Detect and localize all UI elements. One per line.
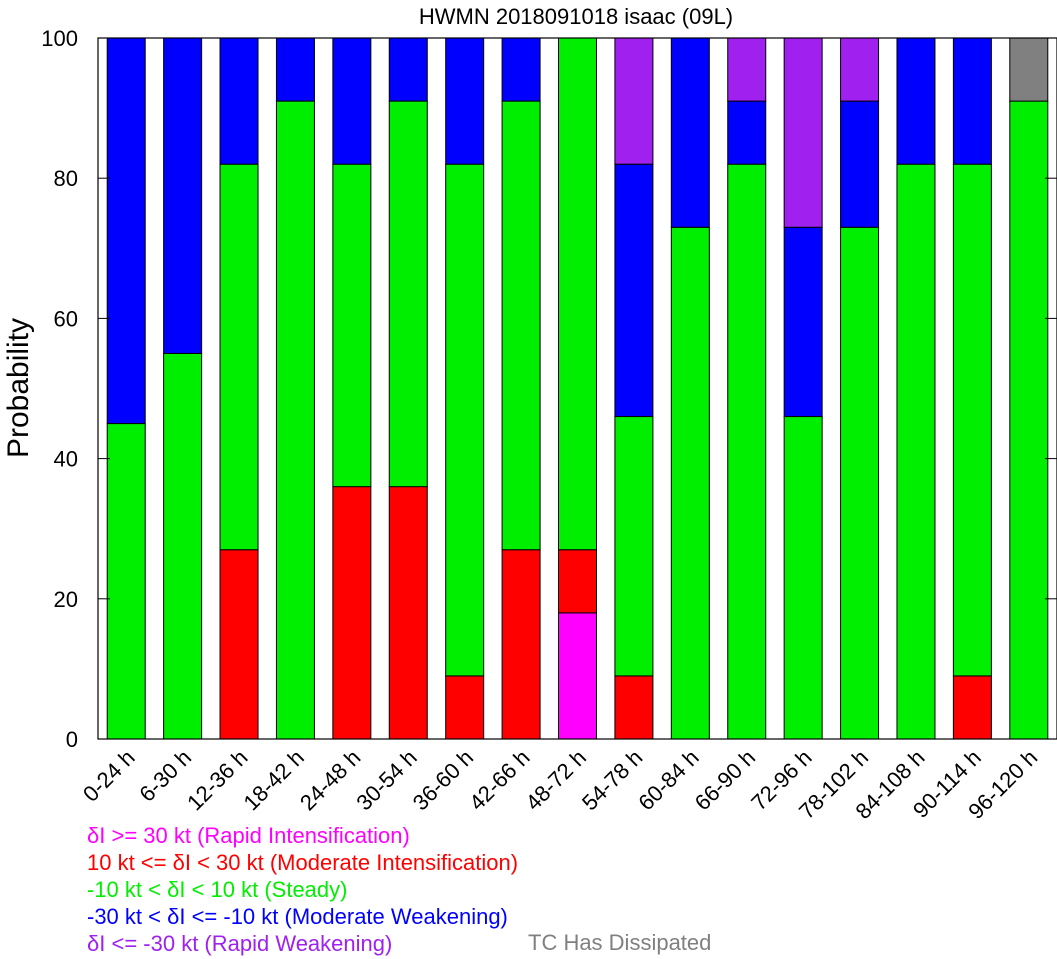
x-tick-label: 30-54 h bbox=[351, 745, 421, 815]
bar-segment-moderate-weakening bbox=[614, 163, 654, 418]
x-tick-label: 0-24 h bbox=[78, 745, 140, 807]
bar-segment-steady bbox=[275, 100, 315, 740]
bar-segment-steady bbox=[332, 163, 372, 488]
bar-segment-moderate-intensification bbox=[558, 549, 597, 614]
x-tick-label: 48-72 h bbox=[521, 745, 591, 815]
y-tick-label: 60 bbox=[54, 306, 78, 331]
bar-segment-moderate-weakening bbox=[106, 37, 146, 425]
x-tick-label: 12-36 h bbox=[182, 745, 252, 815]
x-tick-label: 66-90 h bbox=[690, 745, 760, 815]
bar-segment-moderate-weakening bbox=[501, 37, 541, 102]
bar-segment-steady bbox=[1009, 100, 1049, 740]
y-tick-label: 100 bbox=[41, 26, 78, 51]
x-tick-label: 54-78 h bbox=[577, 745, 647, 815]
bar-segment-moderate-weakening bbox=[163, 37, 203, 354]
bar-segment-moderate-weakening bbox=[783, 226, 823, 418]
bar-segment-steady bbox=[388, 100, 428, 488]
chart-title: HWMN 2018091018 isaac (09L) bbox=[419, 4, 733, 29]
bar-segment-moderate-intensification bbox=[445, 675, 485, 740]
legend-moderate-weakening: -30 kt < δI <= -10 kt (Moderate Weakenin… bbox=[87, 904, 508, 929]
bar-segment-moderate-weakening bbox=[332, 37, 372, 165]
bar-segment-steady bbox=[727, 163, 767, 740]
x-tick-label: 24-48 h bbox=[295, 745, 365, 815]
bar-segment-moderate-weakening bbox=[219, 37, 259, 165]
plot-area: 0-24 h6-30 h12-36 h18-42 h24-48 h30-54 h… bbox=[41, 26, 1057, 824]
bar-segment-moderate-intensification bbox=[388, 486, 428, 740]
bar-segment-rapid-weakening bbox=[614, 37, 654, 165]
legend-rapid-intensification: δI >= 30 kt (Rapid Intensification) bbox=[87, 823, 410, 848]
bar-segment-moderate-intensification bbox=[501, 549, 541, 740]
bar-segment-steady bbox=[445, 163, 485, 677]
x-tick-label: 18-42 h bbox=[238, 745, 308, 815]
bar-segment-steady bbox=[558, 37, 597, 551]
bar-segment-steady bbox=[840, 226, 880, 740]
legend-dissipated: TC Has Dissipated bbox=[528, 930, 712, 955]
bar-segment-moderate-weakening bbox=[445, 37, 485, 165]
y-tick-label: 40 bbox=[54, 447, 78, 472]
bar-segment-moderate-weakening bbox=[896, 37, 936, 165]
bar-segment-steady bbox=[670, 226, 710, 740]
x-tick-label: 36-60 h bbox=[408, 745, 478, 815]
bar-segment-moderate-intensification bbox=[332, 486, 372, 740]
bar-segment-moderate-weakening bbox=[275, 37, 315, 102]
y-tick-label: 20 bbox=[54, 587, 78, 612]
bar-segment-steady bbox=[163, 352, 203, 740]
bar-segment-rapid-weakening bbox=[840, 37, 880, 102]
bar-segment-rapid-intensification bbox=[558, 612, 597, 740]
bar-segment-steady bbox=[501, 100, 541, 551]
bar-segment-steady bbox=[783, 416, 823, 740]
bar-segment-moderate-intensification bbox=[614, 675, 654, 740]
legend-moderate-intensification: 10 kt <= δI < 30 kt (Moderate Intensific… bbox=[87, 850, 519, 875]
plot-frame bbox=[97, 37, 1057, 740]
x-tick-label: 42-66 h bbox=[464, 745, 534, 815]
y-tick-label: 0 bbox=[66, 727, 78, 752]
x-tick-label: 60-84 h bbox=[633, 745, 703, 815]
bar-segment-moderate-weakening bbox=[670, 37, 710, 228]
bar-segment-steady bbox=[106, 423, 146, 740]
bar-segment-steady bbox=[952, 163, 992, 677]
bar-segment-rapid-weakening bbox=[783, 37, 823, 228]
bar-segment-moderate-weakening bbox=[952, 37, 992, 165]
bar-segment-moderate-intensification bbox=[219, 549, 259, 740]
bar-segment-moderate-weakening bbox=[840, 100, 880, 228]
bar-segment-rapid-weakening bbox=[727, 37, 767, 102]
bar-segment-steady bbox=[896, 163, 936, 740]
y-tick-label: 80 bbox=[54, 166, 78, 191]
legend-rapid-weakening: δI <= -30 kt (Rapid Weakening) bbox=[87, 931, 393, 956]
bar-segment-dissipated bbox=[1009, 37, 1049, 102]
bar-segment-moderate-intensification bbox=[952, 675, 992, 740]
bar-segment-steady bbox=[614, 416, 654, 677]
legend-steady: -10 kt < δI < 10 kt (Steady) bbox=[87, 877, 348, 902]
bar-segment-moderate-weakening bbox=[388, 37, 428, 102]
legend: δI >= 30 kt (Rapid Intensification) 10 k… bbox=[87, 822, 518, 957]
bar-segment-moderate-weakening bbox=[727, 100, 767, 165]
y-axis-label: Probability bbox=[2, 318, 35, 458]
bar-segment-steady bbox=[219, 163, 259, 551]
